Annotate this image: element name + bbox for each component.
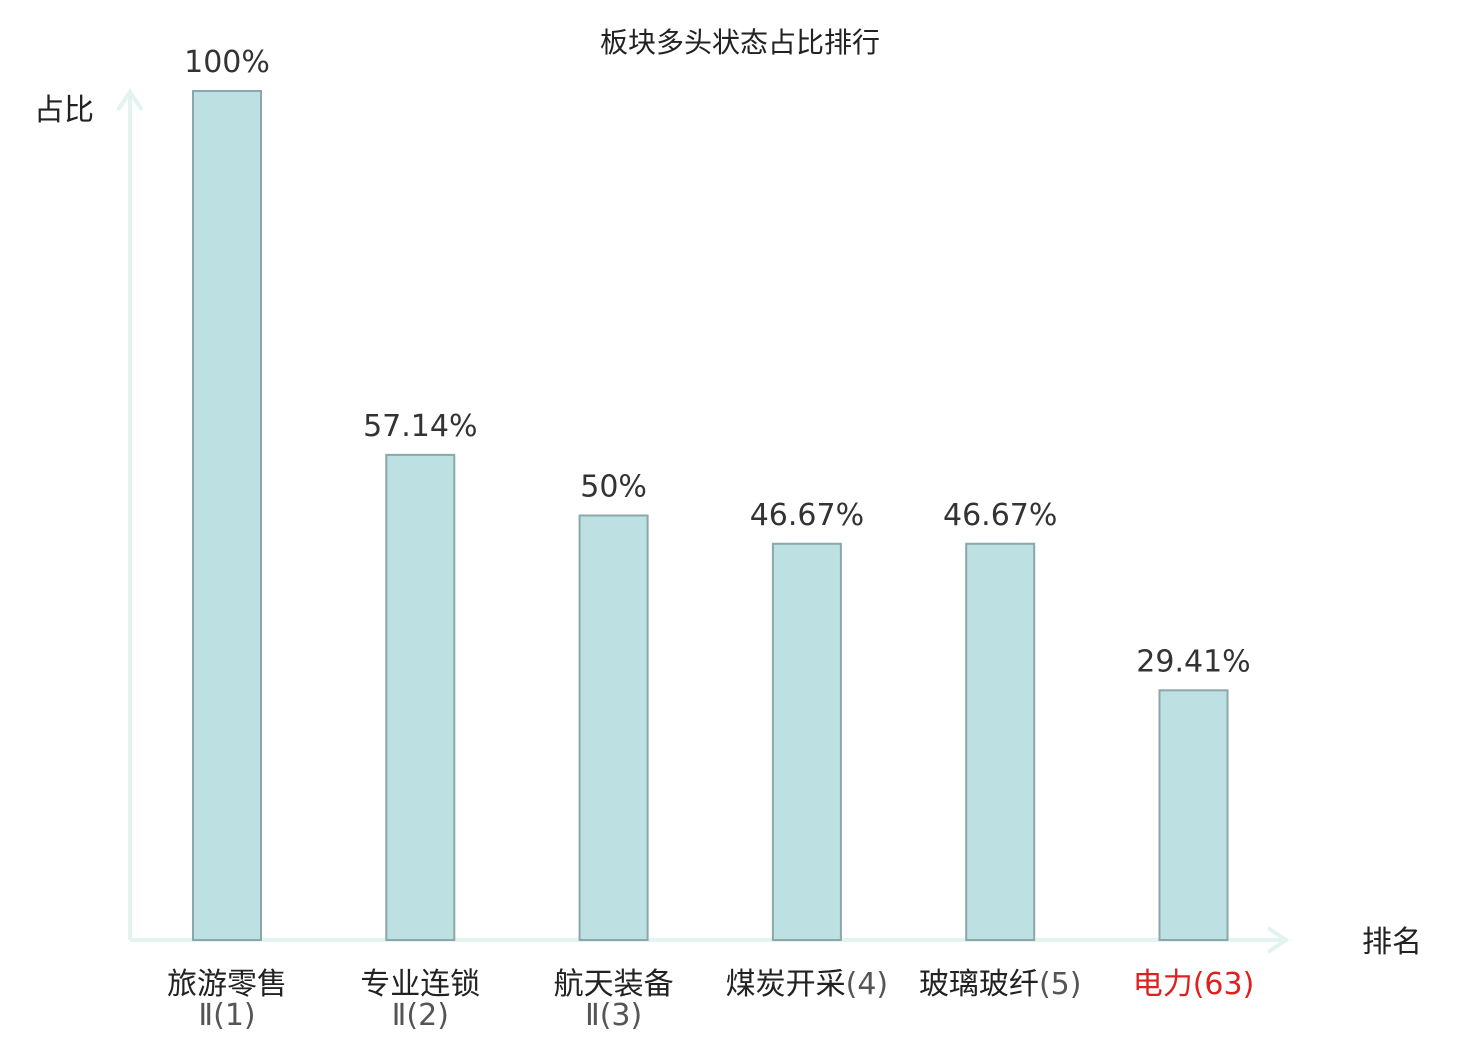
bar [192,90,262,941]
x-axis-label: 排名 [1362,925,1422,960]
bar [771,542,842,942]
category-label: 航天装备 [554,967,674,1002]
category-label: 电力(63) [1133,967,1255,1002]
bar [965,542,1036,942]
category-name: 玻璃玻纤 [919,967,1039,1002]
category-rank-label: Ⅱ(3) [585,998,642,1033]
category-rank: (4) [846,967,889,1002]
category-rank: (5) [1039,967,1082,1002]
bar-value-label: 57.14% [363,409,477,444]
bar [1158,689,1229,941]
category-rank-label: Ⅱ(1) [198,998,255,1033]
category-name: 煤炭开采 [726,967,846,1002]
category-label: 煤炭开采(4) [726,967,889,1002]
bar-value-label: 46.67% [943,498,1057,533]
category-rank-label: Ⅱ(2) [392,998,449,1033]
bar [578,514,649,941]
value-labels-group: 100% 57.14% 50% 46.67% 46.67% 29.41% [184,45,1251,679]
category-label: 旅游零售 [167,967,287,1002]
bars-group [192,90,1229,942]
category-rank: (63) [1193,967,1255,1002]
category-name: 电力 [1133,967,1193,1002]
bar-value-label: 100% [184,45,270,80]
chart-title: 板块多头状态占比排行 [600,26,880,59]
category-label: 玻璃玻纤(5) [919,967,1081,1002]
y-axis-arrow [116,88,144,112]
x-axis-arrow [1266,926,1290,954]
bar-value-label: 46.67% [750,498,864,533]
bar-value-label: 50% [580,470,647,505]
category-label: 专业连锁 [360,967,480,1002]
bar [385,453,456,941]
bar-value-label: 29.41% [1136,644,1250,679]
y-axis-label: 占比 [34,93,94,128]
